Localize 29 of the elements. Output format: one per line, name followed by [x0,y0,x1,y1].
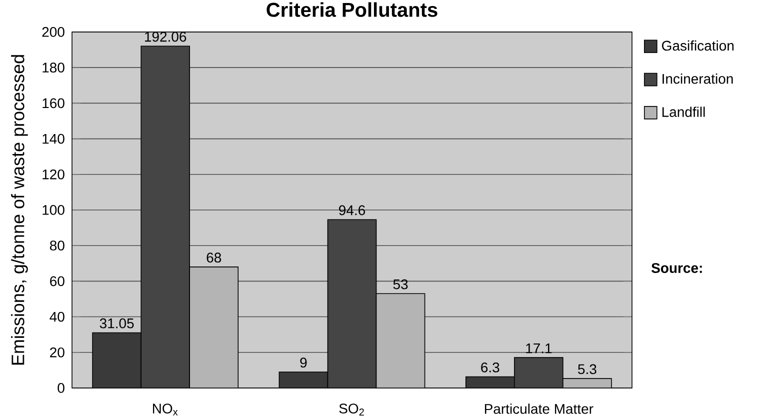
source-note: Source: [651,263,702,273]
y-tick-label: 140 [42,134,64,144]
y-tick-label: 60 [50,276,64,286]
y-tick-label: 0 [58,383,64,393]
data-label: 17.1 [526,344,552,354]
y-tick-label: 120 [42,169,64,180]
data-label: 94.6 [339,205,365,216]
x-tick-label: Particulate Matter [484,404,594,414]
y-tick-label: 200 [42,27,64,37]
y-tick-label: 40 [50,312,64,322]
data-label: 6.3 [481,362,500,372]
data-label: 68 [206,252,222,263]
y-tick-label: 180 [42,62,64,73]
data-label: 53 [393,279,408,290]
legend-label: Incineration [662,74,733,84]
data-label: 5.3 [578,364,596,374]
y-tick-label: 80 [50,240,64,251]
legend-label: Landfill [662,106,705,117]
legend-label: Gasification [662,40,734,51]
y-axis-title: Emissions, g/tonne of waste processed [11,55,28,365]
chart-title: Criteria Pollutants [266,2,438,17]
data-label: 31.05 [100,318,134,328]
data-label: 192.06 [144,32,186,42]
y-tick-label: 160 [42,98,64,108]
data-label: 9 [300,358,307,368]
y-tick-label: 100 [42,205,64,215]
x-tick-label: NO$_{x}$ [153,404,178,416]
x-tick-label: SO$_{2}$ [339,404,364,416]
y-tick-label: 20 [50,347,64,358]
